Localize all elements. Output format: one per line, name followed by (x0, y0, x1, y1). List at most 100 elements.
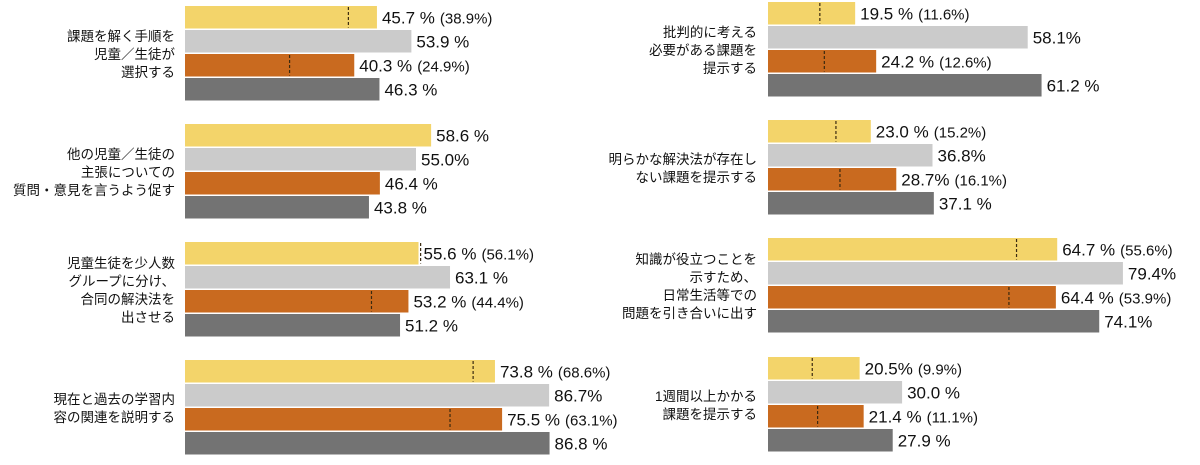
value-text: 51.2 % (405, 316, 458, 335)
value-text: 61.2 % (1047, 76, 1100, 95)
value-text: 24.2 % (881, 52, 934, 71)
category-label-line: 質問・意見を言うよう促す (13, 182, 175, 198)
value-text: 79.4% (1128, 264, 1176, 283)
value-text: 53.9 % (416, 32, 469, 51)
data-label: 53.9 % (416, 32, 469, 51)
data-label: 79.4% (1128, 264, 1176, 283)
bar (768, 286, 1056, 309)
category-label-line: 児童／生徒が (94, 46, 175, 62)
category-label-line: 明らかな解決法が存在し (609, 152, 758, 167)
value-text: 45.7 % (382, 8, 435, 27)
category-label-line: ない課題を提示する (636, 170, 758, 185)
bar (185, 148, 416, 171)
value-text: 55.6 % (424, 244, 477, 263)
value-text: 58.1% (1033, 28, 1081, 47)
data-label: 63.1 % (455, 268, 508, 287)
value-text: 53.2 % (413, 292, 466, 311)
bar (185, 266, 451, 289)
value-text: 20.5% (865, 359, 913, 378)
data-label: 73.8 % (68.6%) (500, 362, 610, 381)
category-label-line: 問題を引き合いに出す (622, 306, 757, 321)
marker-value-text: (16.1%) (954, 172, 1007, 189)
value-text: 21.4 % (869, 407, 922, 426)
marker-value-text: (11.1%) (927, 409, 978, 426)
bar (768, 168, 897, 191)
category-label-line: 児童生徒を少人数 (67, 255, 175, 271)
value-text: 36.8% (937, 146, 985, 165)
bar (185, 432, 550, 455)
data-label: 51.2 % (405, 316, 458, 335)
data-label: 21.4 % (11.1%) (869, 407, 978, 426)
bar (185, 54, 355, 77)
data-label: 37.1 % (939, 194, 992, 213)
bar (768, 50, 877, 73)
value-text: 58.6 % (436, 126, 489, 145)
category-label-line: 示すため、 (690, 270, 758, 285)
data-label: 55.0% (421, 150, 469, 169)
marker-value-text: (9.9%) (918, 361, 962, 378)
value-text: 27.9 % (898, 431, 951, 450)
category-label-line: 主張についての (81, 165, 175, 180)
category-label: 1週間以上かかる課題を提示する (655, 389, 757, 422)
data-label: 55.6 % (56.1%) (424, 244, 534, 263)
bar (768, 357, 860, 380)
value-text: 37.1 % (939, 194, 992, 213)
value-text: 40.3 % (359, 56, 412, 75)
data-label: 58.6 % (436, 126, 489, 145)
value-text: 55.0% (421, 150, 469, 169)
value-text: 63.1 % (455, 268, 508, 287)
data-label: 40.3 % (24.9%) (359, 56, 469, 75)
data-label: 75.5 % (63.1%) (507, 410, 617, 429)
category-label-line: 他の児童／生徒の (67, 146, 175, 162)
marker-value-text: (55.6%) (1120, 242, 1173, 259)
category-label: 批判的に考える必要がある課題を提示する (649, 25, 757, 76)
category-label: 児童生徒を少人数グループに分け、合同の解決法を出させる (67, 255, 175, 325)
value-text: 64.4 % (1061, 288, 1114, 307)
value-text: 28.7% (901, 170, 949, 189)
category-label-line: 知識が役立つことを (636, 251, 758, 267)
data-label: 30.0 % (907, 383, 960, 402)
data-label: 86.8 % (555, 434, 608, 453)
data-label: 23.0 % (15.2%) (876, 122, 986, 141)
bar (768, 310, 1100, 333)
bar (768, 405, 864, 428)
data-label: 64.7 % (55.6%) (1062, 240, 1172, 259)
data-label: 36.8% (937, 146, 985, 165)
bar (768, 26, 1028, 49)
value-text: 23.0 % (876, 122, 929, 141)
value-text: 19.5 % (860, 4, 913, 23)
bar (768, 429, 893, 452)
category-label: 課題を解く手順を児童／生徒が選択する (67, 29, 175, 80)
value-text: 74.1% (1104, 312, 1152, 331)
category-label: 知識が役立つことを示すため、日常生活等での問題を引き合いに出す (622, 251, 757, 321)
bar (185, 196, 369, 219)
data-label: 74.1% (1104, 312, 1152, 331)
data-label: 24.2 % (12.6%) (881, 52, 991, 71)
data-label: 64.4 % (53.9%) (1061, 288, 1171, 307)
data-label: 27.9 % (898, 431, 951, 450)
category-label-line: 1週間以上かかる (655, 389, 757, 404)
category-label-line: 容の関連を説明する (54, 409, 176, 425)
marker-value-text: (63.1%) (565, 412, 618, 429)
value-text: 86.8 % (555, 434, 608, 453)
category-label-line: 必要がある課題を (649, 43, 757, 58)
data-label: 46.3 % (384, 80, 437, 99)
bar (185, 78, 380, 101)
category-label-line: 現在と過去の学習内 (54, 392, 176, 407)
data-label: 46.4 % (385, 174, 438, 193)
value-text: 64.7 % (1062, 240, 1115, 259)
category-label-line: 提示する (703, 61, 757, 76)
data-label: 20.5% (9.9%) (865, 359, 962, 378)
bar (185, 384, 550, 407)
value-text: 86.7% (554, 386, 602, 405)
marker-value-text: (44.4%) (471, 294, 524, 311)
data-label: 86.7% (554, 386, 602, 405)
bar (768, 2, 856, 25)
category-label: 現在と過去の学習内容の関連を説明する (54, 392, 176, 425)
bar (768, 262, 1123, 285)
marker-value-text: (24.9%) (417, 58, 470, 75)
category-label-line: グループに分け、 (68, 274, 175, 289)
bar (185, 124, 432, 147)
value-text: 75.5 % (507, 410, 560, 429)
